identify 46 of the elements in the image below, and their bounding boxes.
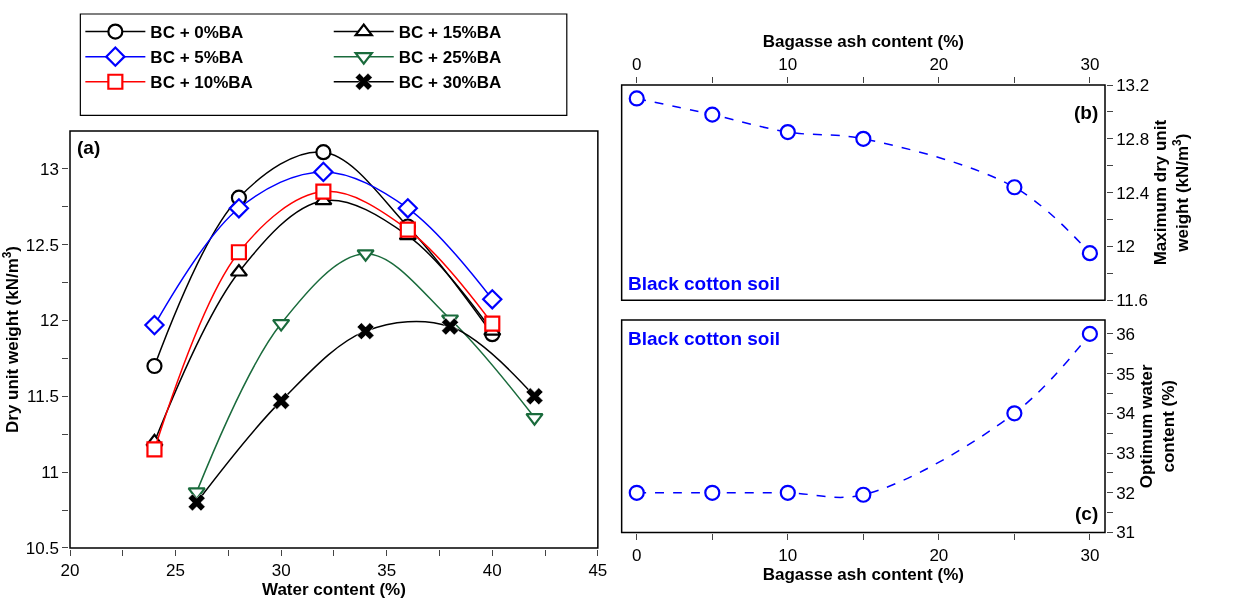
x-tick-label: 20 (929, 55, 949, 75)
x-tick-label: 30 (1080, 55, 1100, 75)
annotation: (c) (1075, 503, 1099, 524)
x-axis-title: Bagasse ash content (%) (762, 564, 964, 584)
x-tick-label: 0 (632, 545, 642, 565)
x-tick-label: 45 (588, 561, 608, 581)
y-tick-label: 11.5 (27, 387, 59, 407)
y-tick-label: 12.8 (1116, 129, 1150, 149)
y-tick-label: 34 (1116, 404, 1136, 424)
y-tick-label: 10.5 (25, 538, 59, 558)
x-tick-label: 10 (778, 545, 798, 565)
y-tick-label: 35 (1116, 364, 1136, 384)
legend-label: BC + 5%BA (150, 48, 244, 68)
legend-label: BC + 10%BA (150, 73, 253, 93)
x-axis-title: Water content (%) (261, 580, 406, 600)
annotation: (b) (1074, 102, 1099, 123)
legend-label: BC + 25%BA (398, 48, 502, 68)
y-tick-label: 31 (1116, 523, 1136, 543)
x-tick-label: 20 (60, 561, 80, 581)
y-tick-label: 12 (1116, 237, 1136, 257)
y-tick-label: 11 (41, 463, 59, 483)
annotation: Black cotton soil (628, 273, 781, 294)
y-tick-label: 12.5 (25, 235, 59, 255)
legend-label: BC + 0%BA (150, 23, 244, 43)
x-tick-label: 35 (377, 561, 397, 581)
x-tick-label: 20 (929, 545, 949, 565)
x-tick-label: 10 (778, 55, 798, 75)
y-tick-label: 13.2 (1116, 75, 1150, 95)
y-tick-label: 12.4 (1116, 183, 1150, 203)
x-tick-label: 30 (271, 561, 291, 581)
annotation: Black cotton soil (628, 328, 781, 349)
x-tick-label: 40 (482, 561, 502, 581)
x-axis-title: Bagasse ash content (%) (762, 31, 964, 51)
x-tick-label: 30 (1080, 545, 1100, 565)
y-axis-title: Optimum water content (%) (1136, 364, 1179, 489)
y-tick-label: 11.6 (1116, 291, 1148, 311)
legend-label: BC + 15%BA (398, 23, 502, 43)
y-tick-label: 33 (1116, 444, 1136, 464)
y-tick-label: 12 (39, 311, 59, 331)
y-tick-label: 32 (1116, 483, 1136, 503)
annotation: (a) (77, 137, 101, 158)
legend-label: BC + 30%BA (398, 73, 502, 93)
x-tick-label: 0 (632, 55, 642, 75)
y-tick-label: 13 (39, 159, 59, 179)
x-tick-label: 25 (166, 561, 186, 581)
y-tick-label: 36 (1116, 324, 1136, 344)
